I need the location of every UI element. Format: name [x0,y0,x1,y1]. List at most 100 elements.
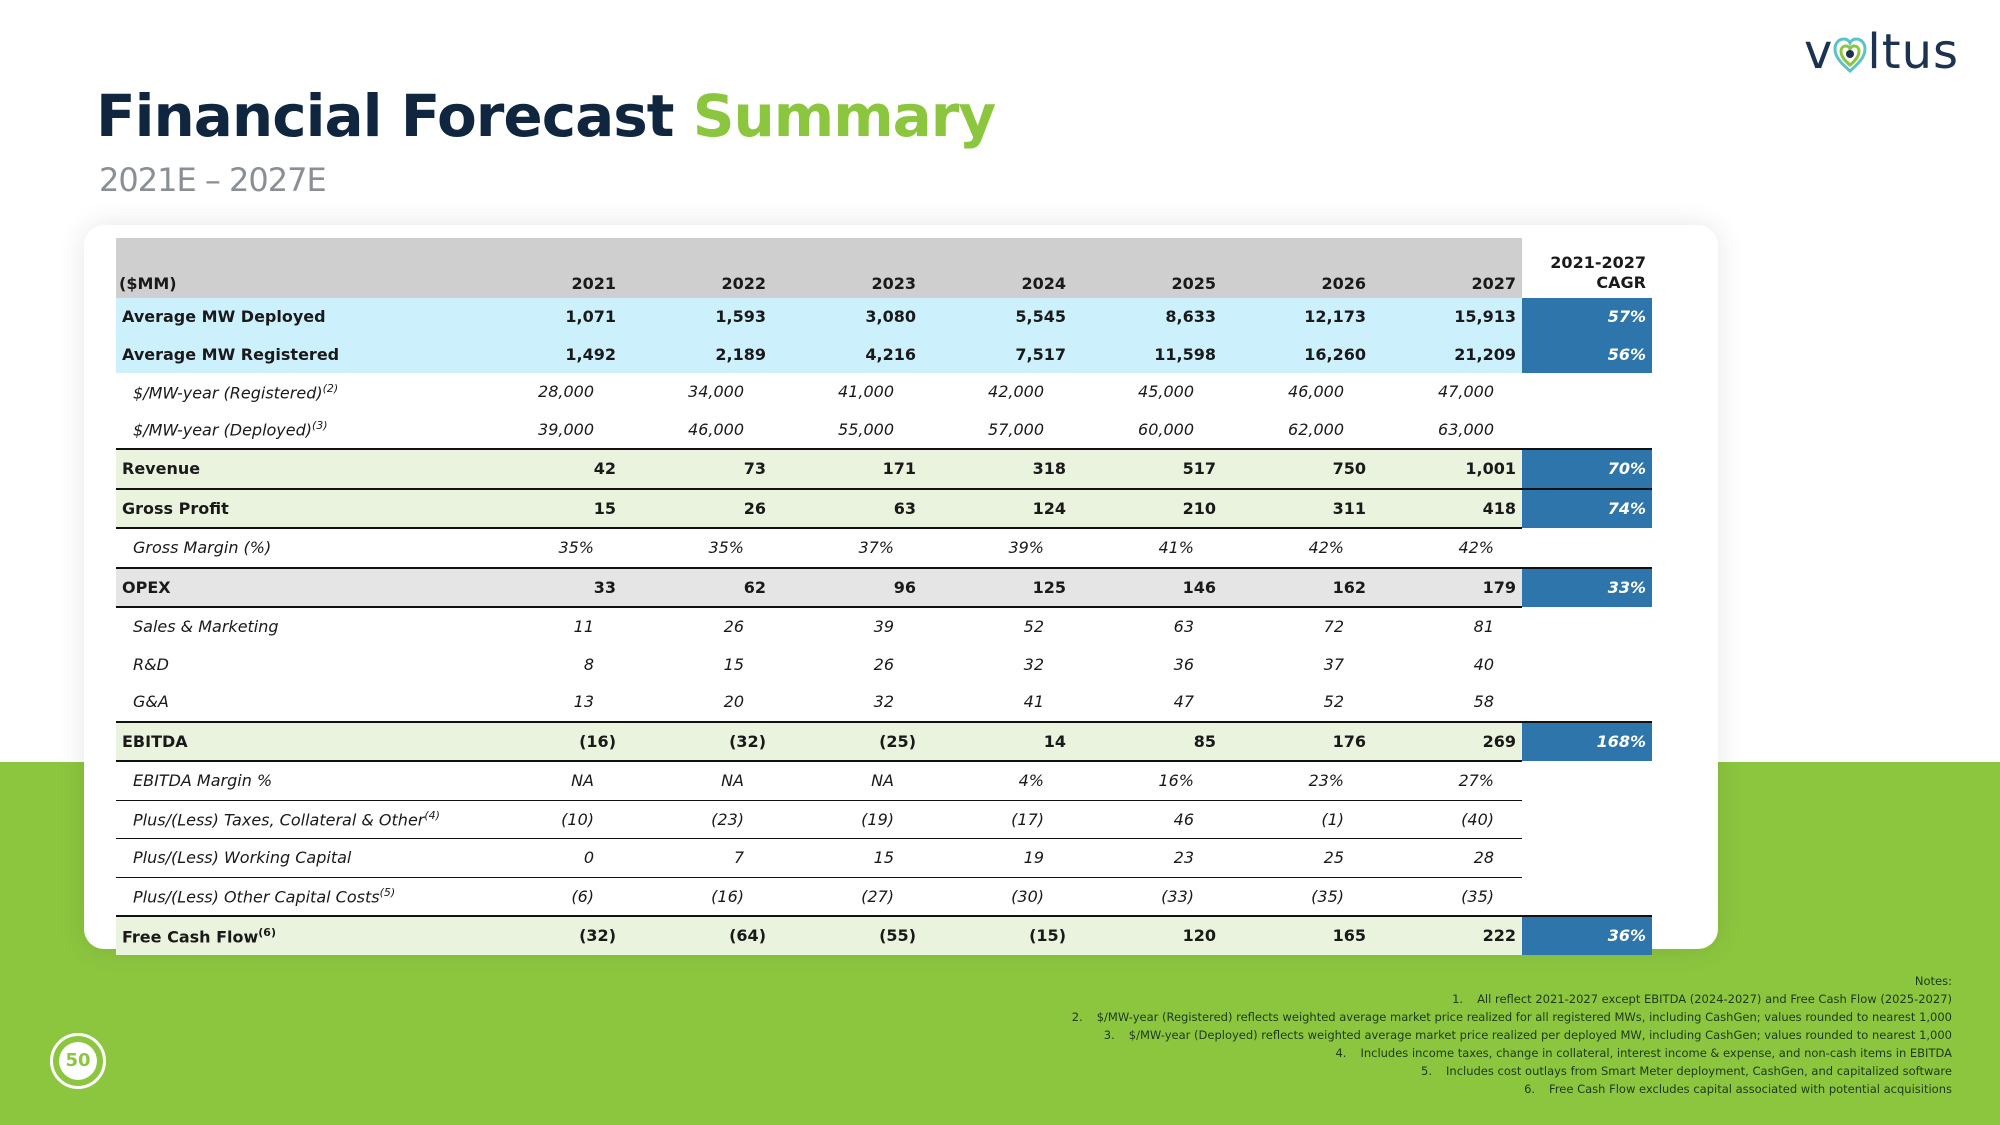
header-year: 2022 [721,274,766,293]
cagr-cell [1522,607,1652,646]
row-label: Sales & Marketing [116,606,472,646]
note-number: 4. [1335,1046,1347,1060]
row-label: Gross Margin (%) [116,527,472,568]
notes-list: 1. All reflect 2021-2027 except EBITDA (2… [952,990,1952,1098]
value-cell: 14 [922,720,1072,761]
note-item: 4. Includes income taxes, change in colla… [952,1044,1952,1062]
table-row: Average MW Deployed 1,071 1,593 3,080 5,545 8… [116,298,1652,336]
table-row: Gross Profit 15 26 63 124 210 311 418 74% [116,487,1652,528]
value-cell: 26 [622,487,772,528]
value-cell: 517 [1072,448,1222,489]
value-cell: 42% [1372,527,1522,568]
value-cell: 35% [472,527,622,568]
header-cagr: 2021-2027 CAGR [1522,238,1652,298]
value-cell: 32 [873,692,894,712]
row-label: Average MW Deployed [116,298,472,336]
value-cell: 15 [472,487,622,528]
logo-text-suffix: ltus [1867,24,1959,80]
value-cell: 210 [1072,487,1222,528]
value-cell: 222 [1372,915,1522,955]
value-cell: 37 [1323,654,1344,674]
footnote-ref: (3) [312,419,328,433]
value-cell: 146 [1072,566,1222,607]
value-cell: 23% [1222,760,1372,800]
note-text: Includes income taxes, change in collate… [1360,1046,1952,1060]
note-number: 6. [1524,1082,1536,1096]
value-cell: 4% [922,760,1072,800]
value-cell: 58 [1473,692,1494,712]
value-cell: 26 [622,606,772,646]
value-cell: 47 [1173,692,1194,712]
value-cell: (16) [622,876,772,916]
row-label: Revenue [116,448,472,489]
value-cell: 13 [573,692,594,712]
page-subtitle: 2021E – 2027E [99,161,327,199]
value-cell: 33 [472,566,622,607]
table-row: Plus/(Less) Other Capital Costs(5) (6) (16… [116,876,1652,916]
table-header-row: ($MM) 2021 2022 2023 2024 2025 2026 2027… [116,238,1652,298]
value-cell: (15) [922,915,1072,955]
row-label: G&A [116,683,472,722]
header-year: 2025 [1171,274,1216,293]
note-item: 6. Free Cash Flow excludes capital associ… [952,1080,1952,1098]
header-year: 2026 [1321,274,1366,293]
value-cell: 41 [1023,692,1044,712]
value-cell: (32) [472,915,622,955]
table-row: Plus/(Less) Working Capital 0 7 15 19 23 25 28 [116,838,1652,878]
value-cell: 57,000 [988,419,1044,439]
cagr-cell: 70% [1522,448,1652,489]
value-cell: 27% [1372,760,1522,800]
row-label-text: EBITDA [122,731,188,751]
header-units: ($MM) [119,274,177,293]
note-item: 1. All reflect 2021-2027 except EBITDA (2… [952,990,1952,1008]
value-cell: (64) [622,915,772,955]
value-cell: 21,209 [1372,335,1522,373]
value-cell: 39,000 [538,419,594,439]
value-cell: 46 [1072,799,1222,839]
value-cell: 12,173 [1222,298,1372,336]
value-cell: 72 [1222,606,1372,646]
cagr-cell [1522,373,1652,411]
row-label-text: Plus/(Less) Working Capital [133,848,352,868]
table-row: Sales & Marketing 11 26 39 52 63 72 81 [116,606,1652,646]
value-cell: (27) [772,876,922,916]
value-cell: 23 [1072,838,1222,877]
value-cell: 162 [1222,566,1372,607]
logo-heart-icon [1833,37,1867,74]
value-cell: (33) [1072,876,1222,916]
value-cell: 81 [1372,606,1522,646]
row-label: Free Cash Flow(6) [116,915,472,955]
value-cell: 52 [1323,692,1344,712]
value-cell: 60,000 [1138,419,1194,439]
value-cell: 11,598 [1072,335,1222,373]
row-label: Gross Profit [116,487,472,528]
value-cell: 46,000 [1288,382,1344,402]
logo-text-prefix: v [1804,24,1834,80]
value-cell: 120 [1072,915,1222,955]
financial-forecast-table: ($MM) 2021 2022 2023 2024 2025 2026 2027… [116,238,1652,955]
cagr-cell [1522,646,1652,684]
row-label: $/MW-year (Deployed)(3) [116,411,472,450]
value-cell: 418 [1372,487,1522,528]
value-cell: 34,000 [688,382,744,402]
row-label: Plus/(Less) Other Capital Costs(5) [116,876,472,916]
value-cell: 7 [622,838,772,877]
cagr-cell [1522,800,1652,839]
cagr-cell: 57% [1522,298,1652,336]
value-cell: (55) [772,915,922,955]
value-cell: (25) [772,720,922,761]
table-row: Gross Margin (%) 35% 35% 37% 39% 41% 42% 42% [116,527,1652,568]
row-label-text: Gross Margin (%) [133,538,272,558]
value-cell: NA [772,760,922,800]
value-cell: 171 [772,448,922,489]
value-cell: 35% [622,527,772,568]
row-label-text: Average MW Registered [122,344,340,364]
value-cell: 750 [1222,448,1372,489]
header-year: 2021 [571,274,616,293]
value-cell: 45,000 [1138,382,1194,402]
value-cell: 47,000 [1438,382,1494,402]
note-number: 1. [1452,992,1464,1006]
cagr-cell [1522,839,1652,878]
note-number: 5. [1421,1064,1433,1078]
table-row: $/MW-year (Deployed)(3) 39,000 46,000 55,00… [116,411,1652,450]
